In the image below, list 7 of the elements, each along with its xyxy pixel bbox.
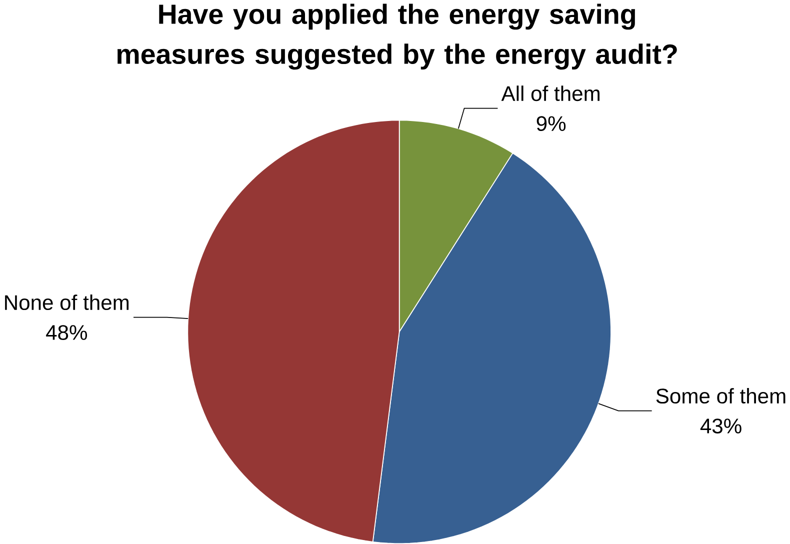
chart-title: Have you applied the energy saving measures suggested by the energy audit? xyxy=(118,4,677,70)
data-label: 48% xyxy=(46,325,87,340)
slice-label: All of them xyxy=(501,86,600,102)
slice-label: Some of them xyxy=(656,388,786,404)
data-label: 43% xyxy=(700,418,742,434)
data-label: 9% xyxy=(536,116,566,132)
slice-label: None of them xyxy=(5,294,129,310)
